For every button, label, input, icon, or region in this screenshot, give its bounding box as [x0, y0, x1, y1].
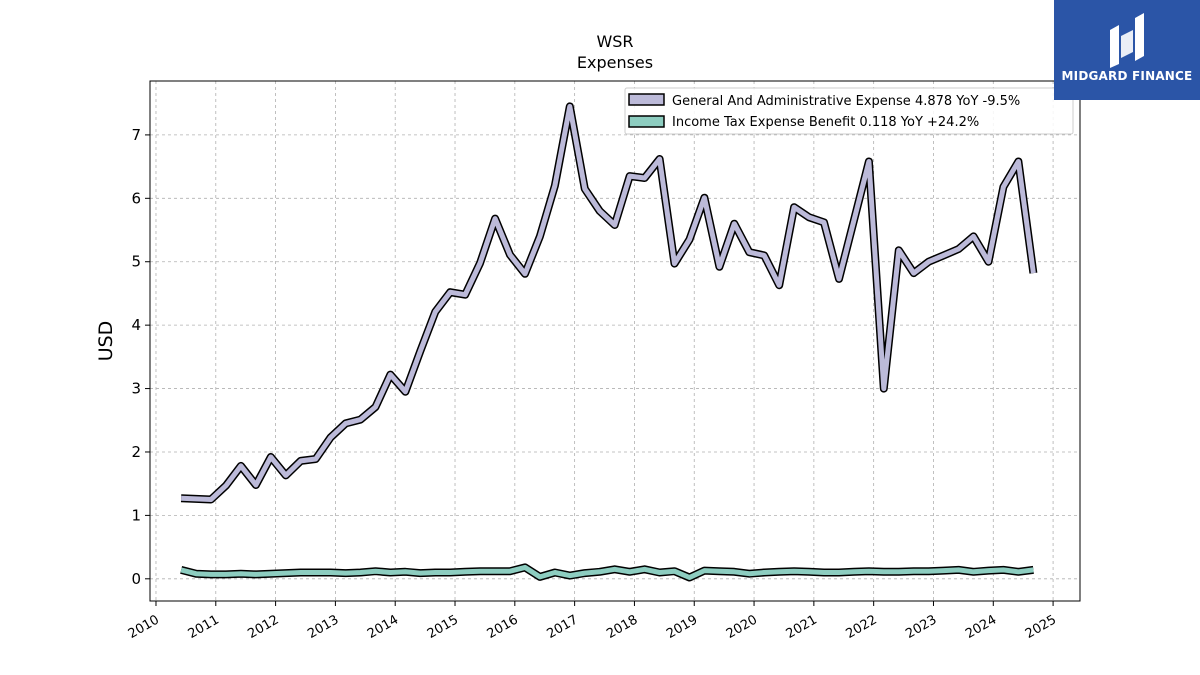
y-tick-label-6: 6 [131, 189, 141, 207]
x-tick-label-4: 2014 [365, 612, 401, 642]
series-line-0 [181, 103, 1036, 502]
y-tick-label-5: 5 [131, 253, 141, 271]
x-tick-label-9: 2019 [664, 612, 700, 642]
x-tick-label-10: 2020 [724, 612, 760, 642]
x-tick-label-8: 2018 [604, 612, 640, 642]
series-lines [180, 102, 1038, 582]
x-tick-label-11: 2021 [784, 612, 820, 642]
plot-frame [149, 80, 1081, 602]
legend-label-tax: Income Tax Expense Benefit 0.118 YoY +24… [672, 115, 979, 130]
x-tick-label-14: 2024 [963, 612, 999, 642]
chart-title: WSR [596, 32, 633, 51]
x-tick-label-13: 2023 [903, 612, 939, 642]
logo-text: MIDGARD FINANCE [1061, 69, 1193, 83]
x-tick-label-7: 2017 [544, 612, 580, 642]
logo-mark-icon [1110, 13, 1144, 68]
y-axis: 0 1 2 3 4 5 6 7 [131, 126, 150, 588]
y-tick-label-7: 7 [131, 126, 141, 144]
series-outline-0 [180, 102, 1038, 504]
legend-swatch-tax [628, 115, 665, 128]
y-tick-label-0: 0 [131, 570, 141, 588]
legend-box [624, 87, 1074, 135]
y-axis-label: USD [95, 321, 117, 362]
x-tick-label-5: 2015 [425, 612, 461, 642]
x-tick-label-3: 2013 [305, 612, 341, 642]
y-tick-label-1: 1 [131, 506, 141, 524]
y-tick-label-2: 2 [131, 443, 141, 461]
x-tick-label-15: 2025 [1023, 612, 1059, 642]
y-tick-label-3: 3 [131, 380, 141, 398]
y-tick-label-4: 4 [131, 316, 141, 334]
legend-label-ga: General And Administrative Expense 4.878… [672, 94, 1020, 109]
legend: General And Administrative Expense 4.878… [624, 87, 1074, 135]
x-tick-label-12: 2022 [844, 612, 880, 642]
chart-subtitle: Expenses [577, 53, 653, 72]
legend-swatch-ga [628, 93, 665, 106]
x-tick-label-1: 2011 [186, 612, 222, 642]
x-tick-label-6: 2016 [485, 612, 521, 642]
x-tick-label-2: 2012 [245, 612, 281, 642]
brand-logo: MIDGARD FINANCE [1054, 0, 1200, 100]
x-axis: 2010 2011 2012 2013 2014 2015 2016 2017 2018 2019… [126, 601, 1059, 642]
grid-lines [150, 81, 1080, 601]
series-line-1 [180, 564, 1034, 580]
x-tick-label-0: 2010 [126, 612, 162, 642]
